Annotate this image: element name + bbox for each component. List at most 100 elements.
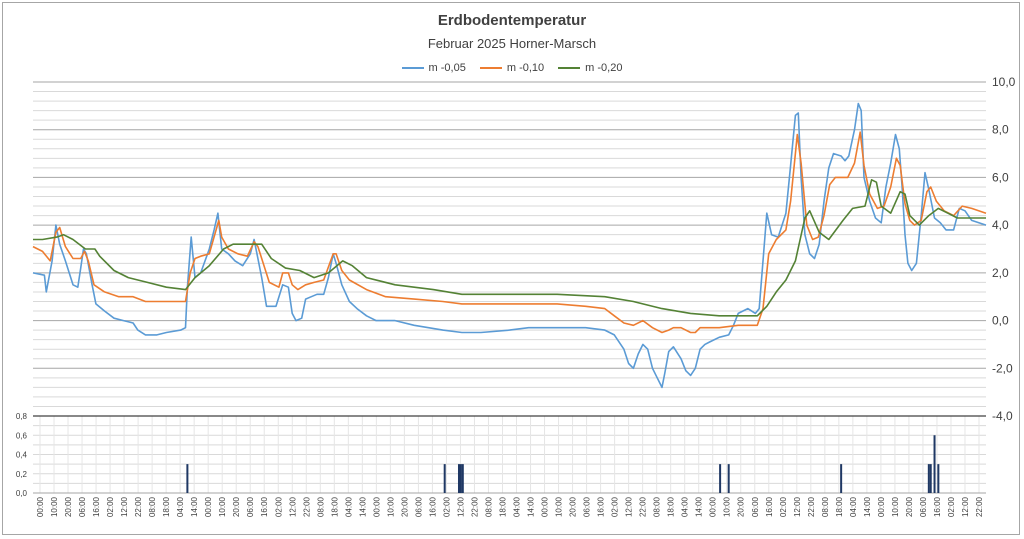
x-tick-label: 22:00: [975, 496, 984, 517]
x-tick-label: 22:00: [302, 496, 311, 517]
legend-item-1: m -0,10: [479, 62, 545, 74]
x-tick-label: 08:00: [653, 496, 662, 517]
y-tick-label: 6,0: [992, 170, 1009, 184]
bar: [459, 464, 462, 493]
x-tick-label: 16:00: [597, 496, 606, 517]
x-tick-label: 04:00: [681, 496, 690, 517]
y-tick-label: 4,0: [992, 218, 1009, 232]
bar: [457, 464, 460, 493]
series-line-2: [33, 179, 986, 317]
x-tick-label: 12:00: [625, 496, 634, 517]
legend-label-1: m -0,10: [506, 62, 545, 74]
bar: [937, 464, 940, 493]
x-tick-label: 10:00: [50, 496, 59, 517]
x-tick-label: 22:00: [470, 496, 479, 517]
y-tick-label: 2,0: [992, 266, 1009, 280]
x-tick-label: 00:00: [204, 496, 213, 517]
x-tick-label: 00:00: [36, 496, 45, 517]
legend-swatch-1: [479, 67, 502, 69]
x-tick-label: 00:00: [709, 496, 718, 517]
bar-y-tick-label: 0,8: [16, 412, 28, 421]
x-tick-label: 20:00: [737, 496, 746, 517]
bar: [933, 435, 936, 493]
x-tick-label: 08:00: [821, 496, 830, 517]
x-tick-label: 08:00: [316, 496, 325, 517]
bar: [927, 464, 930, 493]
x-tick-label: 06:00: [78, 496, 87, 517]
bar: [461, 464, 464, 493]
x-tick-label: 02:00: [274, 496, 283, 517]
legend-item-0: m -0,05: [401, 62, 466, 74]
x-tick-label: 12:00: [288, 496, 297, 517]
x-tick-label: 18:00: [162, 496, 171, 517]
legend-swatch-0: [401, 67, 424, 69]
x-tick-label: 06:00: [246, 496, 255, 517]
x-tick-label: 14:00: [695, 496, 704, 517]
bar: [719, 464, 722, 493]
bar: [840, 464, 843, 493]
x-tick-label: 06:00: [919, 496, 928, 517]
x-tick-label: 18:00: [498, 496, 507, 517]
legend-item-2: m -0,20: [558, 62, 622, 74]
x-tick-label: 10:00: [218, 496, 227, 517]
x-tick-label: 02:00: [611, 496, 620, 517]
x-tick-label: 14:00: [527, 496, 536, 517]
x-tick-label: 14:00: [863, 496, 872, 517]
y-tick-label: 0,0: [992, 314, 1009, 328]
bar: [186, 464, 189, 493]
x-tick-label: 00:00: [877, 496, 886, 517]
x-tick-label: 12:00: [120, 496, 129, 517]
bar-y-tick-label: 0,2: [16, 470, 28, 479]
x-tick-label: 10:00: [891, 496, 900, 517]
x-tick-label: 20:00: [400, 496, 409, 517]
x-tick-label: 12:00: [793, 496, 802, 517]
x-tick-label: 08:00: [484, 496, 493, 517]
chart-title: Erdbodentemperatur: [437, 12, 587, 29]
x-tick-label: 20:00: [64, 496, 73, 517]
x-tick-label: 16:00: [765, 496, 774, 517]
y-tick-label: -4,0: [992, 409, 1013, 423]
x-tick-label: 08:00: [148, 496, 157, 517]
x-tick-label: 02:00: [106, 496, 115, 517]
x-tick-label: 06:00: [583, 496, 592, 517]
x-tick-label: 20:00: [905, 496, 914, 517]
x-tick-label: 02:00: [779, 496, 788, 517]
y-tick-label: -2,0: [992, 361, 1013, 375]
y-tick-label: 10,0: [992, 75, 1016, 89]
y-tick-label: 8,0: [992, 123, 1009, 137]
x-tick-label: 18:00: [667, 496, 676, 517]
x-tick-label: 02:00: [442, 496, 451, 517]
bar-y-tick-label: 0,6: [16, 431, 28, 440]
x-tick-label: 14:00: [190, 496, 199, 517]
x-tick-label: 16:00: [260, 496, 269, 517]
x-tick-label: 16:00: [428, 496, 437, 517]
x-tick-label: 04:00: [344, 496, 353, 517]
x-tick-label: 04:00: [849, 496, 858, 517]
x-tick-label: 12:00: [961, 496, 970, 517]
series-line-0: [32, 102, 987, 389]
x-tick-label: 04:00: [513, 496, 522, 517]
x-tick-label: 16:00: [933, 496, 942, 517]
x-tick-label: 20:00: [232, 496, 241, 517]
x-tick-label: 14:00: [358, 496, 367, 517]
chart-subtitle: Februar 2025 Horner-Marsch: [427, 36, 597, 51]
x-tick-label: 18:00: [330, 496, 339, 517]
bar: [727, 464, 730, 493]
x-tick-label: 10:00: [555, 496, 564, 517]
x-tick-label: 00:00: [372, 496, 381, 517]
legend-label-2: m -0,20: [585, 62, 623, 74]
x-tick-label: 04:00: [176, 496, 185, 517]
x-tick-label: 06:00: [751, 496, 760, 517]
x-tick-label: 22:00: [134, 496, 143, 517]
x-tick-label: 22:00: [639, 496, 648, 517]
x-tick-label: 16:00: [92, 496, 101, 517]
x-tick-label: 22:00: [807, 496, 816, 517]
x-tick-label: 00:00: [541, 496, 550, 517]
bar-y-tick-label: 0,0: [16, 489, 28, 498]
legend-label-0: m -0,05: [428, 62, 466, 74]
x-tick-label: 12:00: [456, 496, 465, 517]
x-tick-label: 06:00: [414, 496, 423, 517]
x-tick-label: 10:00: [723, 496, 732, 517]
